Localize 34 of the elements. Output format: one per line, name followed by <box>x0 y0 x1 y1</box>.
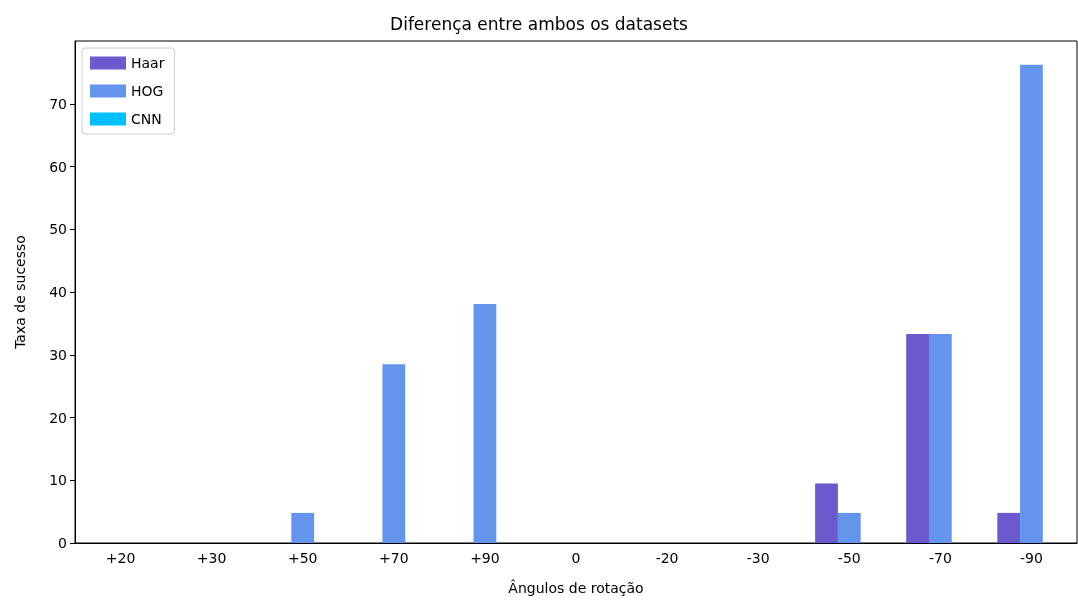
bar <box>997 512 1021 543</box>
x-tick-label: -20 <box>655 550 679 566</box>
x-tick-label: +90 <box>470 550 500 566</box>
bar <box>815 483 838 543</box>
chart-title: Diferença entre ambos os datasets <box>390 13 689 34</box>
x-tick-label: -70 <box>928 550 952 566</box>
bar <box>837 512 861 543</box>
x-tick-label: 0 <box>571 550 581 566</box>
y-tick-label: 10 <box>49 472 67 489</box>
x-tick-label: +70 <box>379 550 409 566</box>
y-tick-label: 60 <box>49 158 67 175</box>
y-tick-label: 0 <box>58 535 67 551</box>
x-tick-label: +50 <box>287 550 318 566</box>
bar <box>473 303 497 543</box>
x-tick-label: -90 <box>1020 550 1043 566</box>
x-tick-label: -30 <box>746 550 770 566</box>
legend-label: HOG <box>131 83 164 99</box>
bar <box>906 334 929 543</box>
y-tick-label: 40 <box>49 284 67 300</box>
bar <box>291 512 315 543</box>
y-tick-label: 30 <box>49 346 67 363</box>
x-tick-label: +20 <box>105 550 136 566</box>
y-tick-label: 50 <box>49 221 67 238</box>
bar <box>1020 64 1043 543</box>
x-tick-label: -50 <box>837 550 861 566</box>
legend-label: CNN <box>131 111 162 127</box>
y-tick-label: 20 <box>49 409 67 426</box>
y-axis-title: Taxa de sucesso <box>12 235 28 350</box>
x-tick-label: +30 <box>196 550 227 566</box>
y-tick-label: 70 <box>49 95 67 112</box>
legend-label: Haar <box>131 55 165 71</box>
bar <box>928 334 952 543</box>
x-axis-title: Ângulos de rotação <box>508 579 644 596</box>
bar <box>382 364 406 543</box>
